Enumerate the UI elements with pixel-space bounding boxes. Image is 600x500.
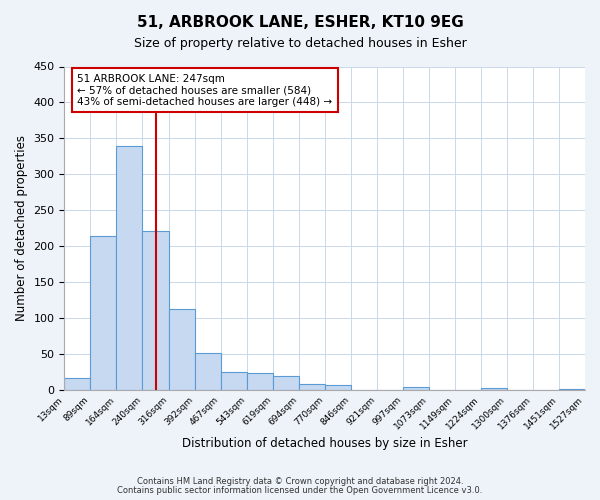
- Text: Size of property relative to detached houses in Esher: Size of property relative to detached ho…: [134, 38, 466, 51]
- Bar: [299, 384, 325, 390]
- Bar: [221, 372, 247, 390]
- Text: 51 ARBROOK LANE: 247sqm
← 57% of detached houses are smaller (584)
43% of semi-d: 51 ARBROOK LANE: 247sqm ← 57% of detache…: [77, 74, 332, 107]
- Bar: [64, 378, 91, 390]
- X-axis label: Distribution of detached houses by size in Esher: Distribution of detached houses by size …: [182, 437, 467, 450]
- Text: Contains public sector information licensed under the Open Government Licence v3: Contains public sector information licen…: [118, 486, 482, 495]
- Bar: [169, 309, 194, 390]
- Bar: [194, 353, 221, 391]
- Bar: [272, 376, 299, 390]
- Bar: [116, 146, 142, 390]
- Bar: [247, 373, 272, 390]
- Y-axis label: Number of detached properties: Number of detached properties: [15, 136, 28, 322]
- Text: Contains HM Land Registry data © Crown copyright and database right 2024.: Contains HM Land Registry data © Crown c…: [137, 477, 463, 486]
- Bar: [91, 236, 116, 390]
- Bar: [142, 230, 169, 390]
- Text: 51, ARBROOK LANE, ESHER, KT10 9EG: 51, ARBROOK LANE, ESHER, KT10 9EG: [137, 15, 463, 30]
- Bar: [559, 389, 585, 390]
- Bar: [481, 388, 507, 390]
- Bar: [403, 387, 429, 390]
- Bar: [325, 384, 351, 390]
